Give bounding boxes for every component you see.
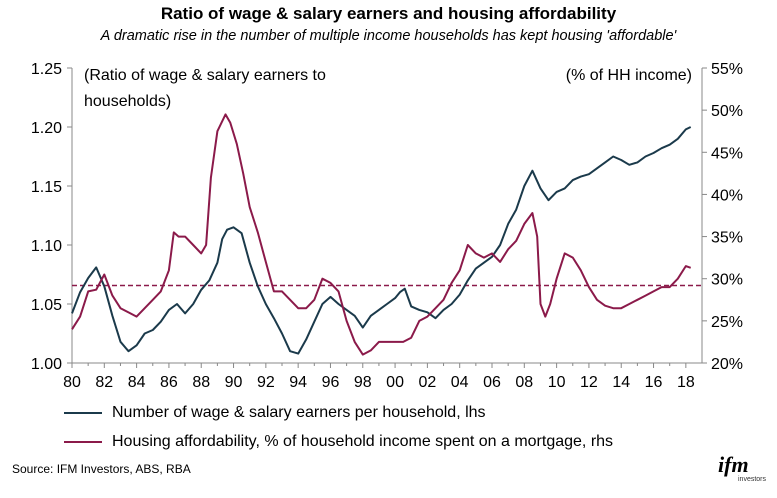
chart-title: Ratio of wage & salary earners and housi… (160, 4, 617, 23)
y-right-tick-label: 25% (711, 314, 743, 331)
x-tick-label: 18 (677, 374, 695, 391)
y-right-tick-label: 35% (711, 230, 743, 247)
right-axis-note: (% of HH income) (566, 67, 692, 84)
legend-swatch-affordability (64, 441, 102, 443)
x-tick-label: 82 (95, 374, 113, 391)
x-tick-label: 86 (160, 374, 178, 391)
x-tick-label: 04 (451, 374, 469, 391)
y-right-tick-label: 50% (711, 103, 743, 120)
y-left-tick-label: 1.25 (31, 61, 62, 78)
legend-item-earners: Number of wage & salary earners per hous… (64, 404, 486, 422)
ifm-logo-sub: investors (738, 476, 767, 483)
y-right-tick-label: 45% (711, 145, 743, 162)
x-tick-label: 08 (515, 374, 533, 391)
x-tick-label: 10 (548, 374, 566, 391)
x-tick-label: 00 (386, 374, 404, 391)
chart-subtitle: A dramatic rise in the number of multipl… (100, 28, 677, 44)
y-left-tick-label: 1.15 (31, 179, 62, 196)
x-tick-label: 96 (322, 374, 340, 391)
series-line-affordability (71, 113, 692, 356)
x-tick-label: 16 (645, 374, 663, 391)
y-left-tick-label: 1.20 (31, 120, 62, 137)
y-left-tick-label: 1.10 (31, 238, 62, 255)
legend-item-affordability: Housing affordability, % of household in… (64, 433, 613, 451)
legend-label-affordability: Housing affordability, % of household in… (112, 433, 614, 450)
left-axis-note-line2: households) (84, 93, 171, 110)
left-axis-note-line1: (Ratio of wage & salary earners to (84, 67, 326, 84)
x-tick-label: 06 (483, 374, 501, 391)
x-tick-label: 02 (418, 374, 436, 391)
x-tick-label: 12 (580, 374, 598, 391)
x-tick-label: 90 (225, 374, 243, 391)
x-tick-label: 14 (612, 374, 630, 391)
y-right-tick-label: 40% (711, 187, 743, 204)
legend-swatch-earners (64, 412, 102, 414)
ifm-logo: ifm (718, 452, 749, 477)
x-tick-label: 84 (128, 374, 146, 391)
source-note: Source: IFM Investors, ABS, RBA (12, 462, 191, 476)
y-right-tick-label: 55% (711, 61, 743, 78)
y-left-tick-label: 1.00 (31, 356, 62, 373)
x-tick-label: 98 (354, 374, 372, 391)
x-tick-label: 80 (63, 374, 81, 391)
x-tick-label: 94 (289, 374, 307, 391)
y-right-tick-label: 30% (711, 272, 743, 289)
series-line-earners (71, 126, 692, 355)
chart-canvas: 1.00 1.05 1.10 1.15 1.20 1.25 20% 25% 30% 35% 40% 4… (31, 61, 743, 391)
legend-label-earners: Number of wage & salary earners per hous… (112, 404, 486, 421)
y-left-tick-label: 1.05 (31, 297, 62, 314)
x-tick-label: 92 (257, 374, 275, 391)
y-right-tick-label: 20% (711, 356, 743, 373)
x-tick-label: 88 (192, 374, 210, 391)
